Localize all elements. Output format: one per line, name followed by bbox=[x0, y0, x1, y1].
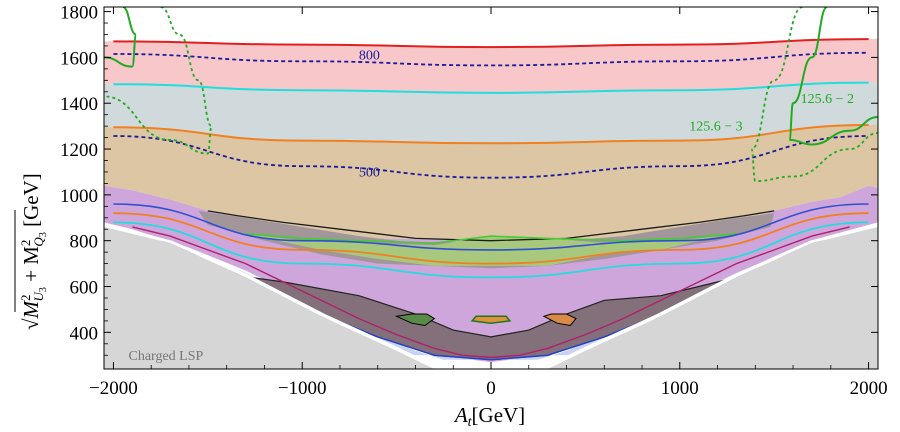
y-title-m1: M bbox=[19, 299, 43, 319]
band-pink bbox=[104, 38, 878, 93]
y-title-plus-m: + M bbox=[19, 246, 43, 287]
contour-green-mid bbox=[245, 233, 737, 244]
curve-cyan bbox=[113, 81, 869, 94]
curve-mass-800 bbox=[113, 51, 869, 67]
curve-cyan-low bbox=[113, 221, 869, 279]
region-purple bbox=[104, 185, 878, 363]
y-tick-label: 400 bbox=[70, 323, 99, 344]
curve-blue-low bbox=[113, 203, 869, 251]
annotation-800: 800 bbox=[359, 49, 380, 64]
axis-ticks bbox=[104, 7, 878, 369]
y-tick-label: 1000 bbox=[60, 186, 98, 207]
y-title-sub1: U bbox=[31, 290, 46, 301]
sqrt-sign: √ bbox=[19, 318, 43, 330]
curve-red bbox=[113, 38, 869, 49]
region-gray-center bbox=[198, 210, 775, 269]
y-title-unit: [GeV] bbox=[19, 173, 43, 232]
y-tick-label: 1600 bbox=[60, 48, 98, 69]
x-axis-title-unit: [GeV] bbox=[472, 403, 526, 427]
curve-orange-low bbox=[113, 212, 869, 265]
y-tick-label: 800 bbox=[70, 232, 99, 253]
band-bluegray bbox=[104, 82, 878, 144]
y-title-sub2s: 3 bbox=[38, 232, 49, 237]
higgs-125-2-right bbox=[788, 7, 878, 146]
annotation-500: 500 bbox=[359, 166, 380, 181]
blob-right bbox=[542, 313, 577, 327]
charged-lsp-region bbox=[104, 226, 878, 369]
x-tick-label: 0 bbox=[486, 378, 496, 399]
higgs-125-2-left bbox=[104, 7, 138, 68]
annotation-125-6-minus-2: 125.6 − 2 bbox=[801, 92, 854, 107]
y-tick-label: 1800 bbox=[60, 3, 98, 24]
blob-center-orange bbox=[470, 315, 512, 324]
band-tan bbox=[104, 124, 878, 241]
y-title-sup2: 2 bbox=[18, 240, 33, 247]
curve-orange bbox=[113, 124, 869, 145]
plot-area: 800 500 125.6 − 3 125.6 − 2 Charged LSP bbox=[104, 7, 878, 369]
y-tick-label: 600 bbox=[70, 278, 99, 299]
y-title-sub1s: 3 bbox=[38, 287, 49, 292]
blob-left bbox=[394, 313, 436, 327]
y-axis-title: √M2U3 + M2Q3 [GeV] bbox=[14, 173, 49, 330]
x-tick-label: −2000 bbox=[89, 378, 138, 399]
y-tick-label: 1200 bbox=[60, 140, 98, 161]
annotation-charged-lsp: Charged LSP bbox=[129, 349, 204, 364]
x-tick-label: 1000 bbox=[661, 378, 699, 399]
x-axis: −2000 −1000 0 1000 2000 bbox=[89, 378, 888, 399]
higgs-125-3-right bbox=[750, 7, 878, 183]
x-axis-title-var: A bbox=[453, 403, 468, 427]
contour-magenta bbox=[132, 226, 850, 359]
x-tick-label: 2000 bbox=[850, 378, 888, 399]
contour-black-mid bbox=[207, 210, 775, 242]
svg-text:√M2U3 + M2Q3 [GeV]: √M2U3 + M2Q3 [GeV] bbox=[18, 173, 49, 330]
curve-mass-500 bbox=[113, 135, 869, 179]
annotation-125-6-minus-3: 125.6 − 3 bbox=[689, 120, 742, 135]
y-tick-label: 1400 bbox=[60, 94, 98, 115]
y-axis: 400 600 800 1000 1200 1400 1600 1800 bbox=[60, 3, 98, 345]
y-title-sub2: Q bbox=[31, 237, 46, 247]
x-axis-title: At[GeV] bbox=[453, 403, 525, 430]
x-axis-title-sub: t bbox=[468, 415, 473, 430]
x-tick-label: −1000 bbox=[278, 378, 327, 399]
y-title-sup1: 2 bbox=[18, 294, 33, 301]
